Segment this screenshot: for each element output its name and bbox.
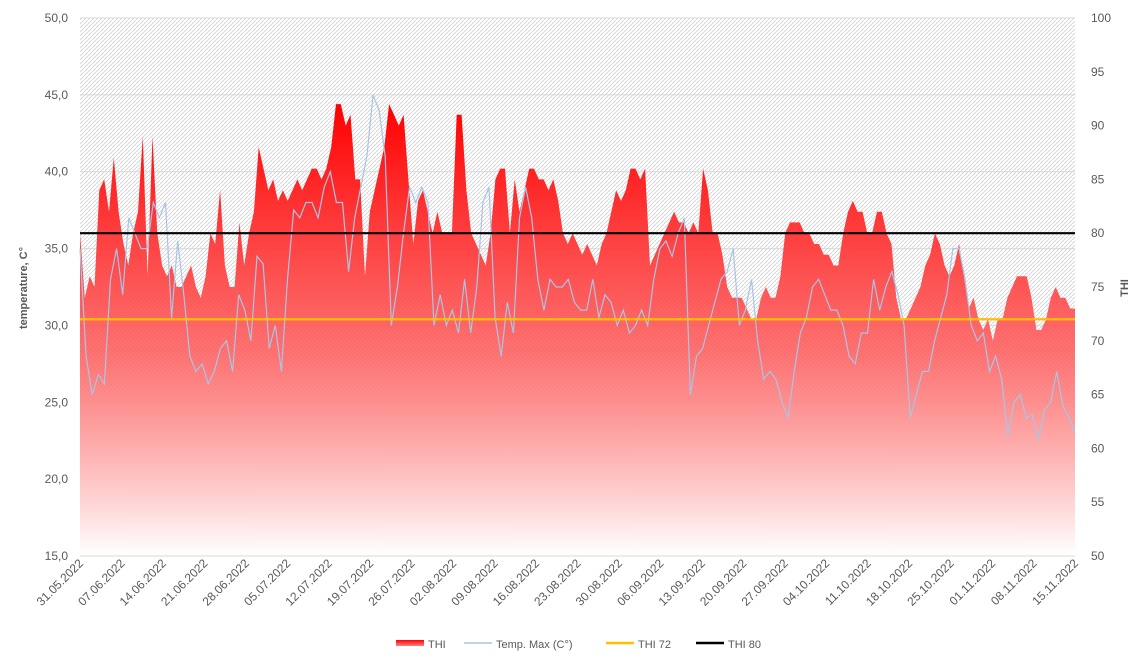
y-tick-label: 30,0 [45, 318, 69, 332]
y-tick-label: 45,0 [45, 88, 69, 102]
y2-tick-label: 95 [1091, 65, 1105, 79]
y-tick-label: 25,0 [45, 395, 69, 409]
y2-tick-label: 65 [1091, 388, 1105, 402]
legend-item-thi-80: THI 80 [696, 639, 761, 651]
y-tick-label: 15,0 [45, 549, 69, 563]
legend-item-temp-max: Temp. Max (C°) [464, 639, 573, 651]
y-tick-label: 50,0 [45, 11, 69, 25]
legend-label-thi: THI [428, 639, 446, 651]
y2-tick-label: 70 [1091, 334, 1105, 348]
y-tick-label: 35,0 [45, 242, 69, 256]
y2-tick-label: 60 [1091, 441, 1105, 455]
y2-tick-label: 90 [1091, 119, 1105, 133]
y2-axis-title: THI [1119, 279, 1131, 297]
y-axis-title: temperature, C° [18, 247, 30, 329]
y-tick-label: 20,0 [45, 472, 69, 486]
y2-tick-label: 55 [1091, 495, 1105, 509]
legend-item-thi-72: THI 72 [606, 639, 671, 651]
series-area-thi [80, 104, 1075, 556]
y2-tick-label: 50 [1091, 549, 1105, 563]
series-line-temp-max-c [79, 94, 1076, 441]
legend-label-temp-max: Temp. Max (C°) [496, 639, 573, 651]
legend: THI Temp. Max (C°) THI 72 THI 80 [396, 639, 761, 651]
legend-label-thi-72: THI 72 [638, 639, 671, 651]
y2-tick-label: 75 [1091, 280, 1105, 294]
series-layer [79, 94, 1076, 556]
legend-item-thi: THI [396, 639, 446, 651]
y2-tick-label: 80 [1091, 226, 1105, 240]
y-tick-label: 40,0 [45, 165, 69, 179]
legend-swatch-thi [396, 640, 424, 646]
y2-tick-label: 85 [1091, 172, 1105, 186]
legend-label-thi-80: THI 80 [728, 639, 761, 651]
y2-tick-label: 100 [1091, 11, 1111, 25]
